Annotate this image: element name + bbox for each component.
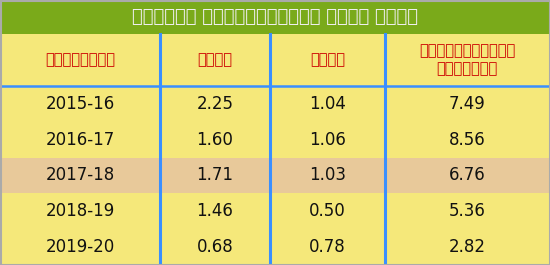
Bar [1, 122, 549, 158]
Text: 1.04: 1.04 [309, 95, 346, 113]
Text: ఇతరకేంద్రీయ
సంస్థలు: ఇతరకేంద్రీయ సంస్థలు [419, 43, 515, 77]
Text: 0.50: 0.50 [309, 202, 346, 220]
Text: సంవత్సరం: సంవత్సరం [45, 52, 116, 68]
Text: 0.78: 0.78 [309, 238, 346, 256]
Text: 2017-18: 2017-18 [46, 166, 115, 184]
Bar [1, 86, 549, 122]
Text: 1.71: 1.71 [196, 166, 234, 184]
Text: 5.36: 5.36 [449, 202, 486, 220]
Text: 2.82: 2.82 [449, 238, 486, 256]
Text: 0.68: 0.68 [197, 238, 233, 256]
Bar [1, 158, 549, 193]
Text: మధ్యలో మానేస్తున్న వారి శాతం: మధ్యలో మానేస్తున్న వారి శాతం [132, 8, 418, 26]
Text: 1.03: 1.03 [309, 166, 346, 184]
Text: 7.49: 7.49 [449, 95, 486, 113]
Bar [1, 34, 549, 86]
Text: 1.06: 1.06 [309, 131, 346, 149]
Text: ఐఐఎం: ఐఐఎం [310, 52, 345, 68]
Text: 2018-19: 2018-19 [46, 202, 115, 220]
Text: 6.76: 6.76 [449, 166, 486, 184]
Text: 2016-17: 2016-17 [46, 131, 115, 149]
Text: 1.60: 1.60 [196, 131, 233, 149]
Bar [1, 229, 549, 265]
Text: 8.56: 8.56 [449, 131, 486, 149]
Text: ఐఐటీ: ఐఐటీ [197, 52, 233, 68]
Text: 2015-16: 2015-16 [46, 95, 115, 113]
Bar [1, 193, 549, 229]
Text: 2.25: 2.25 [196, 95, 234, 113]
Text: 1.46: 1.46 [196, 202, 233, 220]
Bar [1, 0, 549, 34]
Text: 2019-20: 2019-20 [46, 238, 115, 256]
